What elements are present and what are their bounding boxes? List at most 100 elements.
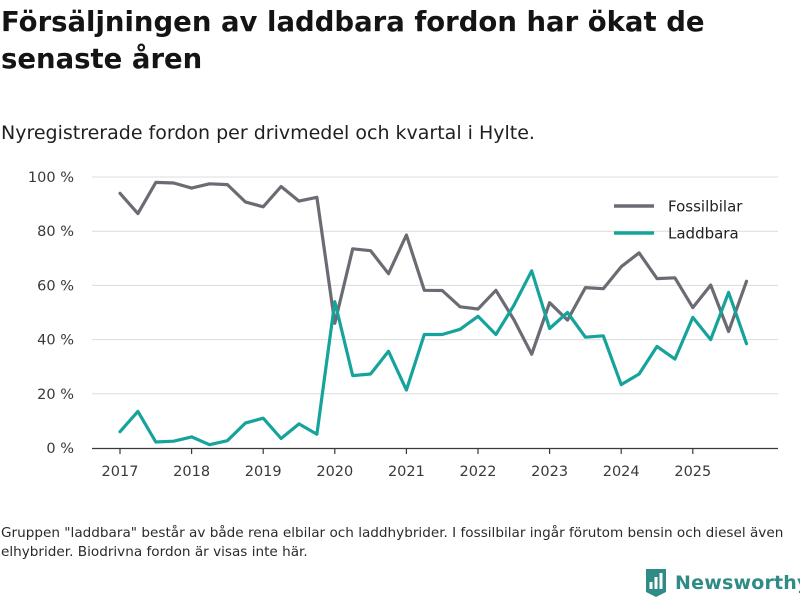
line-chart: 0 % 20 % 40 % 60 % 80 % 100 % 2017 2018 2019 202…	[28, 170, 778, 480]
x-tick-label: 2019	[245, 464, 282, 480]
data-point-laddbara	[459, 328, 462, 331]
x-tick-label: 2021	[388, 464, 425, 480]
footnote: Gruppen "laddbara" består av både rena e…	[1, 525, 784, 560]
data-point-laddbara	[620, 383, 623, 386]
x-axis-labels: 2017 2018 2019 2020 2021 2022 2023 2024 2025	[102, 464, 712, 480]
series-line-laddbara	[118, 269, 749, 447]
data-point-fossilbilar	[441, 289, 444, 292]
data-point-fossilbilar	[727, 330, 730, 333]
data-point-fossilbilar	[709, 284, 712, 287]
data-point-laddbara	[351, 374, 354, 377]
data-point-laddbara	[369, 373, 372, 376]
data-point-fossilbilar	[405, 233, 408, 236]
data-point-laddbara	[441, 333, 444, 336]
data-point-laddbara	[477, 315, 480, 318]
data-point-laddbara	[530, 269, 533, 272]
data-point-laddbara	[405, 389, 408, 392]
data-point-fossilbilar	[154, 181, 157, 184]
data-point-fossilbilar	[369, 249, 372, 252]
data-point-laddbara	[727, 291, 730, 294]
data-point-laddbara	[602, 334, 605, 337]
x-tick-label: 2020	[316, 464, 353, 480]
data-point-laddbara	[208, 443, 211, 446]
data-point-laddbara	[709, 338, 712, 341]
data-point-laddbara	[190, 435, 193, 438]
data-point-laddbara	[226, 439, 229, 442]
data-point-fossilbilar	[548, 301, 551, 304]
x-tick-label: 2017	[102, 464, 139, 480]
data-point-fossilbilar	[602, 287, 605, 290]
data-point-laddbara	[512, 304, 515, 307]
legend-label: Fossilbilar	[668, 198, 743, 216]
data-point-laddbara	[280, 437, 283, 440]
data-point-fossilbilar	[494, 289, 497, 292]
chart-subtitle: Nyregistrerade fordon per drivmedel och …	[1, 122, 535, 144]
data-point-fossilbilar	[244, 200, 247, 203]
data-point-laddbara	[638, 373, 641, 376]
data-point-laddbara	[172, 440, 175, 443]
y-tick-label: 60 %	[37, 278, 74, 294]
brand-name: Newsworthy	[675, 572, 800, 594]
data-point-fossilbilar	[584, 286, 587, 289]
y-tick-label: 40 %	[37, 333, 74, 349]
data-point-fossilbilar	[315, 196, 318, 199]
data-point-fossilbilar	[620, 265, 623, 268]
x-tick-label: 2025	[674, 464, 711, 480]
x-tick-label: 2018	[173, 464, 210, 480]
data-point-fossilbilar	[208, 182, 211, 185]
data-point-fossilbilar	[530, 353, 533, 356]
data-point-fossilbilar	[119, 192, 122, 195]
data-point-laddbara	[584, 336, 587, 339]
gridlines	[92, 176, 778, 395]
data-point-fossilbilar	[745, 280, 748, 283]
data-point-laddbara	[136, 410, 139, 413]
data-point-laddbara	[298, 422, 301, 425]
data-point-laddbara	[119, 430, 122, 433]
y-tick-label: 0 %	[46, 441, 74, 457]
data-point-fossilbilar	[512, 318, 515, 321]
data-point-laddbara	[387, 350, 390, 353]
data-point-laddbara	[656, 345, 659, 348]
data-point-fossilbilar	[638, 251, 641, 254]
data-point-laddbara	[423, 333, 426, 336]
data-point-laddbara	[315, 433, 318, 436]
y-axis-labels: 0 % 20 % 40 % 60 % 80 % 100 %	[28, 170, 74, 457]
y-tick-label: 20 %	[37, 387, 74, 403]
x-tick-label: 2023	[531, 464, 568, 480]
series-line-fossilbilar	[118, 180, 749, 356]
data-point-fossilbilar	[673, 276, 676, 279]
x-tick-label: 2024	[603, 464, 640, 480]
data-point-fossilbilar	[262, 205, 265, 208]
data-point-fossilbilar	[477, 307, 480, 310]
legend-label: Laddbara	[668, 225, 739, 243]
y-tick-label: 100 %	[28, 170, 74, 186]
data-point-fossilbilar	[172, 181, 175, 184]
data-point-laddbara	[548, 327, 551, 330]
brand-logo[interactable]: Newsworthy	[644, 568, 800, 598]
axes	[92, 447, 778, 454]
data-point-fossilbilar	[423, 289, 426, 292]
legend: Fossilbilar Laddbara	[614, 198, 743, 243]
data-point-fossilbilar	[298, 200, 301, 203]
data-point-laddbara	[494, 333, 497, 336]
data-point-laddbara	[745, 342, 748, 345]
data-point-laddbara	[566, 311, 569, 314]
data-point-fossilbilar	[656, 277, 659, 280]
y-tick-label: 80 %	[37, 224, 74, 240]
data-point-laddbara	[262, 417, 265, 420]
data-point-fossilbilar	[351, 247, 354, 250]
data-point-fossilbilar	[566, 319, 569, 322]
newsworthy-logo-icon	[646, 569, 666, 597]
data-point-fossilbilar	[387, 272, 390, 275]
data-point-fossilbilar	[459, 305, 462, 308]
data-point-laddbara	[154, 441, 157, 444]
data-point-fossilbilar	[691, 306, 694, 309]
x-tick-label: 2022	[460, 464, 497, 480]
data-point-laddbara	[244, 422, 247, 425]
data-point-fossilbilar	[226, 183, 229, 186]
data-point-laddbara	[673, 358, 676, 361]
data-point-fossilbilar	[333, 322, 336, 325]
chart-title: Försäljningen av laddbara fordon har öka…	[1, 6, 705, 75]
data-point-fossilbilar	[190, 187, 193, 190]
data-point-fossilbilar	[280, 185, 283, 188]
